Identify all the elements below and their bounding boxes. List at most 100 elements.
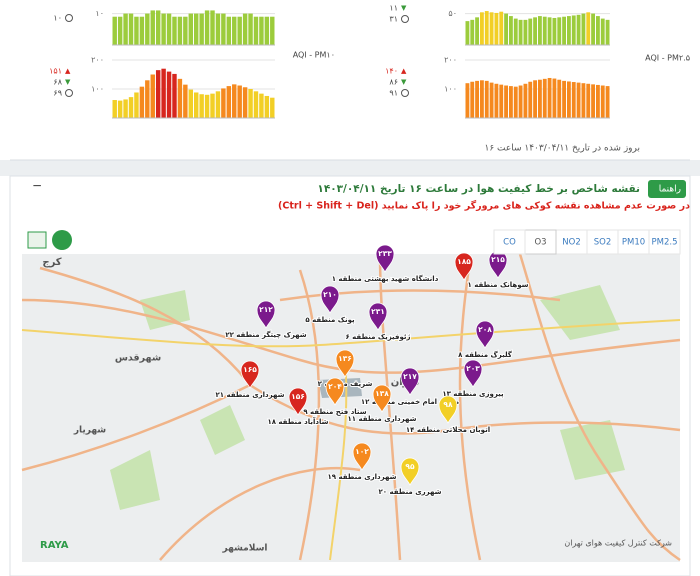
bar [134, 92, 139, 118]
bar [172, 73, 177, 118]
station-marker[interactable] [368, 302, 388, 331]
bar [600, 85, 605, 118]
separator [0, 160, 700, 176]
station-marker[interactable] [240, 360, 260, 389]
bar [177, 78, 183, 118]
pollutant-tab[interactable] [617, 229, 650, 255]
bar [557, 17, 562, 45]
pollutant-tab-label[interactable]: SO2 [594, 238, 612, 248]
station-name: میدان امام خمینی منطقه ۱۲ [361, 398, 459, 406]
bar [475, 17, 479, 45]
guide-button[interactable] [648, 180, 686, 198]
bar [542, 16, 547, 45]
bar [188, 13, 193, 45]
bar [194, 92, 199, 118]
station-value: ۹۸ [443, 400, 453, 409]
stat-icon: ▼ [65, 78, 71, 86]
park [200, 405, 245, 455]
y-tick-label: ۱۰۰ [444, 85, 457, 94]
bar [199, 94, 204, 118]
roads [21, 253, 681, 562]
station-value: ۱۶۵ [243, 365, 257, 374]
place-label: اسلامشهر [221, 544, 267, 554]
station-name: شهرداری منطقه ۱۱ [347, 415, 416, 423]
bar [177, 16, 183, 45]
station-name: شریف منطقه ۲ [318, 380, 373, 388]
station-marker[interactable] [256, 300, 276, 329]
map: کرجتهرانشهرقدسشهریاراسلامشهر۲۳۳دانشگاه ش… [21, 244, 681, 562]
pollutant-tab[interactable] [648, 229, 681, 255]
station-marker[interactable] [335, 349, 355, 378]
stat-value: ۱۱ [389, 4, 398, 13]
pollutant-tab[interactable] [493, 229, 526, 255]
bar [161, 13, 166, 45]
station-marker[interactable] [320, 285, 340, 314]
bar [210, 93, 215, 118]
bar [475, 80, 479, 118]
station-name: ستاد فتح منطقه ۹ [303, 408, 366, 416]
pollutant-tab[interactable] [586, 229, 619, 255]
station-marker[interactable] [372, 384, 392, 413]
bar [155, 10, 161, 45]
bar [581, 13, 586, 45]
bar [596, 84, 600, 118]
pollutant-tab-label[interactable]: PM2.5 [652, 238, 678, 248]
collapse-icon[interactable]: − [32, 179, 42, 193]
bar [581, 83, 586, 118]
station-marker[interactable] [400, 457, 420, 486]
bar [232, 16, 237, 45]
pollutant-tab-label[interactable]: O3 [534, 238, 546, 248]
bar [494, 83, 499, 118]
updated-text: بروز شده در تاریخ ۱۴۰۳/۰۴/۱۱ ساعت ۱۶ [485, 144, 641, 154]
stat-icon: ▲ [401, 67, 407, 75]
station-marker[interactable] [438, 395, 458, 424]
road [21, 298, 681, 374]
bar [489, 82, 494, 118]
station-marker[interactable] [454, 252, 474, 281]
station-marker[interactable] [352, 442, 372, 471]
guide-button-label[interactable]: راهنما [659, 185, 681, 195]
station-value: ۲۰۸ [478, 325, 492, 334]
stat-value: ۱۰ [53, 14, 62, 23]
station-marker[interactable] [375, 244, 395, 273]
stat-value: ۶۸ [53, 78, 62, 87]
stat-icon: ▼ [401, 4, 407, 12]
pollutant-tab-label[interactable]: CO [503, 238, 516, 248]
highway [21, 319, 681, 348]
station-marker[interactable] [325, 377, 345, 406]
road [279, 289, 561, 302]
stat-icon [65, 14, 73, 22]
station-marker[interactable] [475, 320, 495, 349]
station-name: دانشگاه شهید بهشتی منطقه ۱ [332, 274, 439, 283]
station-marker[interactable] [463, 359, 483, 388]
y-tick-label: ۲۰۰ [444, 56, 457, 65]
bar [518, 85, 523, 118]
bar [253, 16, 259, 45]
bar [155, 70, 161, 118]
pollutant-tab-label[interactable]: NO2 [562, 238, 580, 248]
station-value: ۹۵ [405, 462, 415, 471]
bar [188, 89, 193, 118]
bar [150, 10, 155, 45]
stat-icon [65, 89, 73, 97]
bar [489, 12, 494, 45]
station-marker[interactable] [400, 367, 420, 396]
bar [221, 13, 226, 45]
road [378, 253, 402, 561]
road [21, 383, 251, 472]
bar [145, 13, 150, 45]
station-marker[interactable] [288, 387, 308, 416]
bar [259, 16, 264, 45]
pollutant-tab-label[interactable]: PM10 [622, 238, 645, 248]
bar [204, 94, 210, 118]
road [39, 266, 251, 386]
logo-icon [52, 230, 72, 250]
station-name: شهرک چیتگر منطقه ۲۲ [225, 330, 306, 339]
bar [523, 83, 528, 118]
bar [494, 12, 499, 46]
map-credit: شرکت کنترل کیفیت هوای تهران [564, 539, 672, 548]
station-value: ۱۰۲ [355, 447, 369, 456]
map-title: نقشه شاخص بر خط کیفیت هوا در ساعت ۱۶ تار… [317, 183, 640, 195]
